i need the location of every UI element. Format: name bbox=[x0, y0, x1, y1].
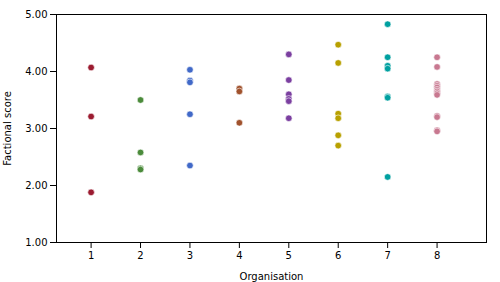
svg-text:Organisation: Organisation bbox=[240, 271, 304, 282]
svg-text:3: 3 bbox=[187, 250, 193, 261]
svg-text:5: 5 bbox=[286, 250, 292, 261]
svg-text:2: 2 bbox=[137, 250, 143, 261]
svg-text:7: 7 bbox=[384, 250, 390, 261]
svg-text:6: 6 bbox=[335, 250, 341, 261]
svg-text:5.00: 5.00 bbox=[25, 9, 47, 20]
svg-text:4: 4 bbox=[236, 250, 242, 261]
svg-text:1: 1 bbox=[88, 250, 94, 261]
svg-text:8: 8 bbox=[434, 250, 440, 261]
svg-text:1.00: 1.00 bbox=[25, 237, 47, 248]
svg-text:2.00: 2.00 bbox=[25, 180, 47, 191]
svg-text:Factional score: Factional score bbox=[2, 91, 13, 166]
svg-text:3.00: 3.00 bbox=[25, 123, 47, 134]
svg-text:4.00: 4.00 bbox=[25, 66, 47, 77]
